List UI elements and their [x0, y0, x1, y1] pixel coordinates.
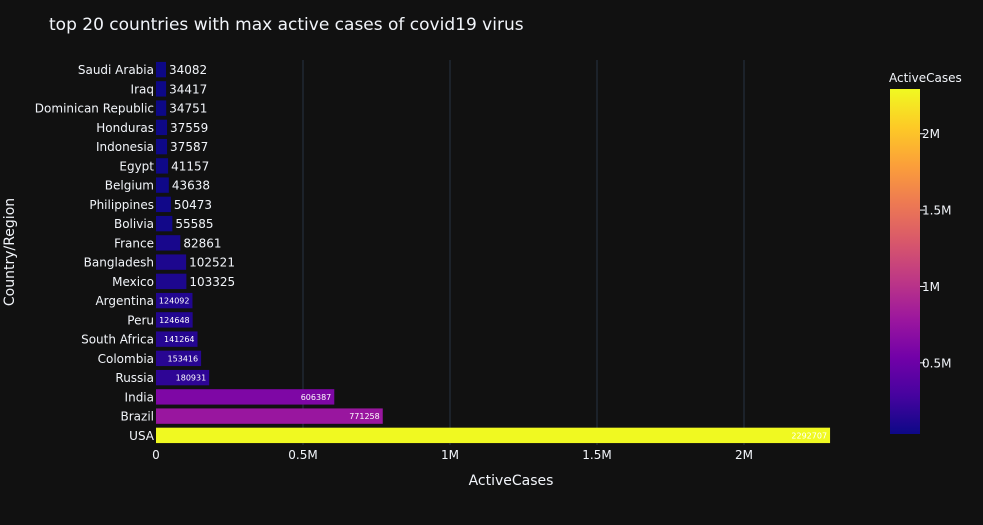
- bar: [156, 138, 168, 155]
- bars: 34082 34417 34751 37559 37587 41157 43638 50473…: [156, 61, 831, 444]
- data-label: 34751: [169, 102, 207, 116]
- y-axis-title: Country/Region: [2, 198, 18, 306]
- data-label: 141264: [164, 335, 195, 344]
- data-label: 124648: [159, 316, 190, 325]
- colorbar-gradient: [890, 89, 920, 434]
- data-label: 43638: [172, 179, 210, 193]
- y-tick-label: Brazil: [121, 410, 155, 424]
- data-label: 37559: [170, 121, 208, 135]
- data-label: 2292707: [791, 431, 827, 440]
- x-axis-tick-labels: 0 0.5M 1M 1.5M 2M: [152, 448, 753, 462]
- bar: [156, 81, 167, 97]
- x-tick-label: 1M: [441, 448, 459, 462]
- colorbar-tick-label: 1M: [922, 280, 940, 294]
- data-label: 34082: [169, 63, 207, 77]
- data-label: 153416: [168, 354, 199, 363]
- y-tick-label: Bolivia: [114, 217, 154, 231]
- colorbar: ActiveCases 0.5M 1M 1.5M 2M: [889, 71, 962, 434]
- y-tick-label: Peru: [127, 313, 154, 327]
- bar: [156, 177, 169, 193]
- data-label: 37587: [170, 140, 208, 154]
- bar: [156, 350, 202, 367]
- x-tick-label: 0: [152, 448, 160, 462]
- bar: [156, 292, 193, 309]
- y-tick-label: Philippines: [89, 198, 154, 212]
- bar: [156, 235, 181, 251]
- x-tick-label: 0.5M: [288, 448, 317, 462]
- y-tick-label: Honduras: [96, 121, 154, 135]
- data-label: 124092: [159, 297, 190, 306]
- data-label: 606387: [301, 393, 332, 402]
- y-tick-label: Mexico: [112, 275, 154, 289]
- data-label: 41157: [171, 159, 209, 173]
- bar: [156, 389, 335, 405]
- x-gridlines: [302, 60, 745, 445]
- bar: [156, 312, 193, 328]
- y-tick-label: Bangladesh: [84, 256, 154, 270]
- x-tick-label: 2M: [735, 448, 753, 462]
- y-tick-label: Saudi Arabia: [78, 63, 154, 77]
- colorbar-tick-label: 2M: [922, 127, 940, 141]
- x-tick-label: 1.5M: [582, 448, 611, 462]
- colorbar-title: ActiveCases: [889, 71, 962, 85]
- y-tick-label: Russia: [115, 371, 154, 385]
- bar: [156, 196, 171, 213]
- y-tick-label: Indonesia: [96, 140, 154, 154]
- data-label: 34417: [169, 82, 207, 96]
- colorbar-tick-label: 0.5M: [922, 356, 951, 370]
- x-axis-title: ActiveCases: [469, 473, 554, 489]
- chart-title: top 20 countries with max active cases o…: [49, 15, 524, 35]
- bar: [156, 61, 167, 78]
- data-label: 180931: [176, 374, 207, 383]
- bar: [156, 331, 198, 347]
- y-tick-label: Argentina: [95, 294, 154, 308]
- y-tick-label: USA: [129, 429, 155, 443]
- bar: [156, 254, 187, 270]
- bar: [156, 408, 383, 424]
- data-label: 55585: [175, 217, 213, 231]
- bar: [156, 158, 169, 174]
- bar: [156, 119, 168, 136]
- data-label: 102521: [189, 256, 235, 270]
- y-tick-label: Dominican Republic: [35, 102, 154, 116]
- y-tick-label: France: [114, 236, 154, 250]
- bar: [156, 273, 187, 290]
- colorbar-ticks: 0.5M 1M 1.5M 2M: [920, 127, 951, 370]
- colorbar-tick-label: 1.5M: [922, 204, 951, 218]
- y-tick-label: Colombia: [98, 352, 154, 366]
- y-tick-label: India: [125, 390, 154, 404]
- y-tick-label: Egypt: [119, 159, 154, 173]
- y-tick-label: South Africa: [81, 333, 154, 347]
- data-label: 82861: [183, 236, 221, 250]
- y-tick-label: Belgium: [105, 179, 154, 193]
- bar: [156, 369, 210, 386]
- data-label: 50473: [174, 198, 212, 212]
- bar: [156, 215, 173, 232]
- data-label: 771258: [349, 412, 380, 421]
- bar: [156, 100, 167, 116]
- y-axis-tick-labels: Saudi Arabia Iraq Dominican Republic Hondur…: [35, 63, 155, 443]
- bar: [156, 427, 831, 444]
- y-tick-label: Iraq: [131, 82, 154, 96]
- data-label: 103325: [189, 275, 235, 289]
